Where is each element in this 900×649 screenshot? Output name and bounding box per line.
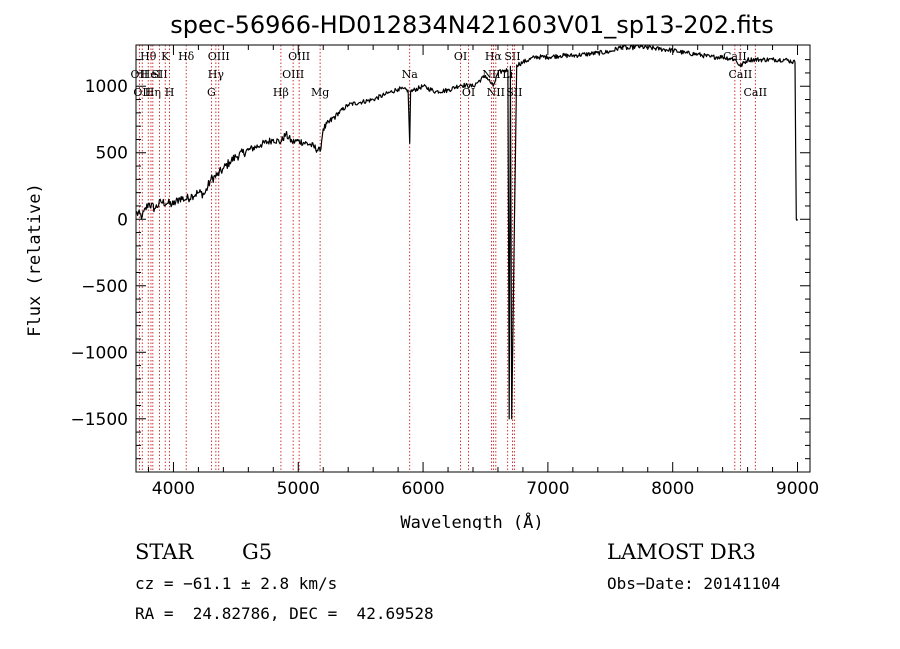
line-id-label: Hδ bbox=[178, 50, 195, 63]
x-axis: 4000 5000 6000 7000 8000 9000 bbox=[147, 45, 819, 499]
line-id-label: Hθ bbox=[140, 50, 157, 63]
y-tick-label: −1000 bbox=[70, 343, 128, 363]
line-id-label: OI bbox=[454, 50, 467, 63]
line-id-label: K bbox=[161, 50, 170, 63]
x-axis-label: Wavelength (Å) bbox=[400, 511, 543, 530]
y-axis-label: Flux (relative) bbox=[25, 183, 45, 337]
y-tick-label: 0 bbox=[117, 210, 128, 230]
line-id-label: Hα bbox=[485, 50, 503, 63]
ra-dec-coordinates: RA = 24.82786, DEC = 42.69528 bbox=[135, 604, 434, 623]
line-id-label: CaII bbox=[743, 86, 767, 99]
line-id-label: H bbox=[165, 86, 175, 99]
line-id-label: SII bbox=[504, 50, 520, 63]
object-subclass: G5 bbox=[242, 540, 273, 564]
spectrum-line bbox=[135, 44, 799, 420]
x-tick-label: 4000 bbox=[152, 479, 195, 499]
line-id-label: OII bbox=[131, 68, 149, 81]
line-id-label: OI bbox=[462, 86, 475, 99]
x-tick-label: 8000 bbox=[651, 479, 694, 499]
line-id-label: SII bbox=[506, 86, 522, 99]
line-id-label: OIII bbox=[282, 68, 304, 81]
x-tick-label: 6000 bbox=[401, 479, 444, 499]
line-id-markers: OII OII Hθ HeI Hη SII K H Hδ G Hγ OIII Hβ OIII OIII Mg N… bbox=[131, 45, 767, 472]
line-id-label: Na bbox=[402, 68, 419, 81]
y-tick-label: 1000 bbox=[85, 77, 128, 97]
y-axis: −1500 −1000 −500 0 500 1000 bbox=[70, 59, 810, 460]
y-tick-label: −1500 bbox=[70, 410, 128, 430]
object-class: STAR bbox=[135, 540, 194, 564]
plot-frame bbox=[135, 44, 811, 473]
line-id-label: CaII bbox=[729, 68, 753, 81]
line-id-label: Hβ bbox=[273, 86, 289, 99]
obs-date: Obs−Date: 20141104 bbox=[607, 574, 781, 593]
line-id-label: OIII bbox=[208, 50, 230, 63]
line-id-label: Hγ bbox=[208, 68, 225, 81]
x-tick-label: 7000 bbox=[526, 479, 569, 499]
line-id-label: G bbox=[207, 86, 216, 99]
spectrum-chart: spec-56966-HD012834N421603V01_sp13-202.f… bbox=[25, 11, 819, 530]
line-id-label: SII bbox=[151, 68, 167, 81]
line-id-label: Hη bbox=[145, 86, 161, 99]
line-id-label: Mg bbox=[311, 86, 329, 99]
chart-title: spec-56966-HD012834N421603V01_sp13-202.f… bbox=[170, 11, 773, 39]
redshift-cz: cz = −61.1 ± 2.8 km/s bbox=[135, 574, 338, 593]
y-tick-label: 500 bbox=[96, 144, 128, 164]
x-tick-label: 5000 bbox=[277, 479, 320, 499]
line-id-label: NII bbox=[487, 86, 505, 99]
x-tick-label: 9000 bbox=[776, 479, 819, 499]
survey-name: LAMOST DR3 bbox=[607, 540, 756, 564]
y-tick-label: −500 bbox=[81, 277, 128, 297]
line-id-label: HeI bbox=[141, 68, 161, 81]
line-id-label: OII bbox=[133, 86, 151, 99]
line-id-label: OIII bbox=[288, 50, 310, 63]
